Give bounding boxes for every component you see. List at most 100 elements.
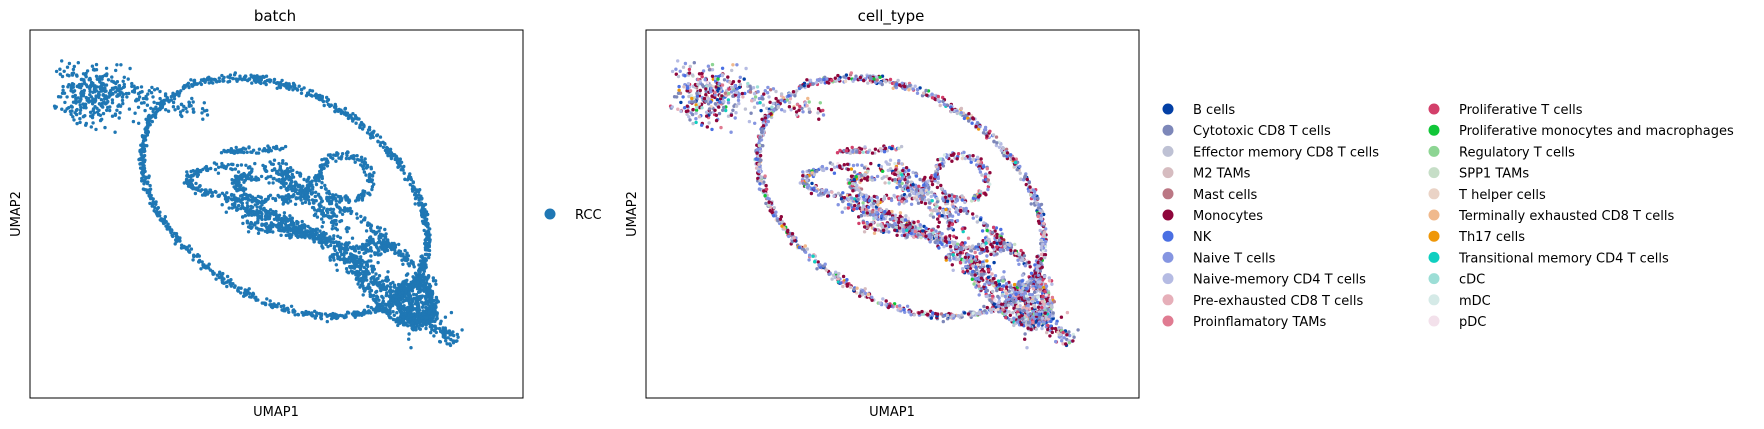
data-point [194,181,198,186]
data-point [369,254,373,258]
data-point [82,91,86,95]
data-point [369,305,373,310]
data-point [333,315,337,319]
data-point [233,174,238,178]
data-point [389,151,394,155]
data-point [181,108,185,112]
data-point [455,339,459,343]
data-point [60,74,65,79]
data-point [404,279,408,283]
data-point [274,216,279,221]
data-point [105,108,109,113]
data-point [758,135,762,139]
data-point [103,125,107,130]
data-point [187,250,192,254]
data-point [935,312,940,316]
data-point [430,323,434,328]
data-point [412,292,416,297]
data-point [344,198,348,202]
data-point [355,157,360,162]
data-point [415,320,419,324]
data-point [158,210,162,214]
data-point [793,94,797,98]
data-point [69,112,73,117]
data-point [991,133,996,137]
data-point [376,140,380,144]
data-point [160,99,164,103]
data-point [191,107,195,111]
data-point [381,238,386,242]
data-point [305,91,310,95]
data-point [236,207,240,211]
data-point [878,75,882,79]
data-point [114,85,118,90]
data-point [312,235,316,240]
data-point [259,78,263,82]
data-point [78,108,83,112]
data-point [1033,193,1037,197]
data-point [79,94,84,98]
data-point [344,227,348,231]
data-point [324,232,328,236]
data-point [235,189,239,193]
data-point [413,193,417,197]
data-point [790,232,795,236]
data-point [395,311,399,315]
data-point [966,312,971,316]
data-point [311,201,316,205]
data-point [830,277,834,281]
data-point [941,314,945,318]
data-point [339,245,343,249]
data-point [839,281,843,285]
data-point [427,311,431,315]
data-point [985,311,989,315]
data-point [97,93,101,97]
data-point [369,246,373,250]
data-point [373,310,378,314]
data-point [249,208,253,212]
data-point [122,75,127,80]
data-point [386,153,390,158]
data-point [220,274,224,278]
data-point [757,169,761,174]
data-point [75,121,79,126]
data-point [335,205,339,209]
data-point [395,288,399,292]
data-point [230,178,234,182]
data-point [1018,164,1022,169]
data-point [302,223,306,227]
data-point [136,92,141,96]
data-point [449,310,454,315]
data-point [411,189,415,193]
data-point [282,184,286,188]
data-point [288,214,292,218]
data-point [936,94,940,99]
data-point [888,77,893,82]
data-point [797,245,801,250]
data-point [403,177,407,182]
data-point [421,203,425,207]
data-point [451,330,455,334]
data-point [343,106,348,111]
data-point [177,94,181,98]
data-point [365,131,370,135]
data-point [262,301,266,305]
data-point [348,208,352,213]
data-point [164,220,168,224]
data-point [807,258,811,262]
data-point [284,187,288,191]
data-point [379,252,383,256]
data-point [72,89,77,93]
data-point [284,162,288,166]
data-point [293,313,297,317]
data-point [375,289,379,294]
data-point [902,307,906,312]
data-point [289,235,293,239]
data-point [241,221,245,226]
data-point [875,75,879,79]
data-point [767,200,771,204]
data-point [999,148,1004,153]
data-point [246,78,250,83]
data-point [101,111,106,116]
data-point [379,232,383,237]
